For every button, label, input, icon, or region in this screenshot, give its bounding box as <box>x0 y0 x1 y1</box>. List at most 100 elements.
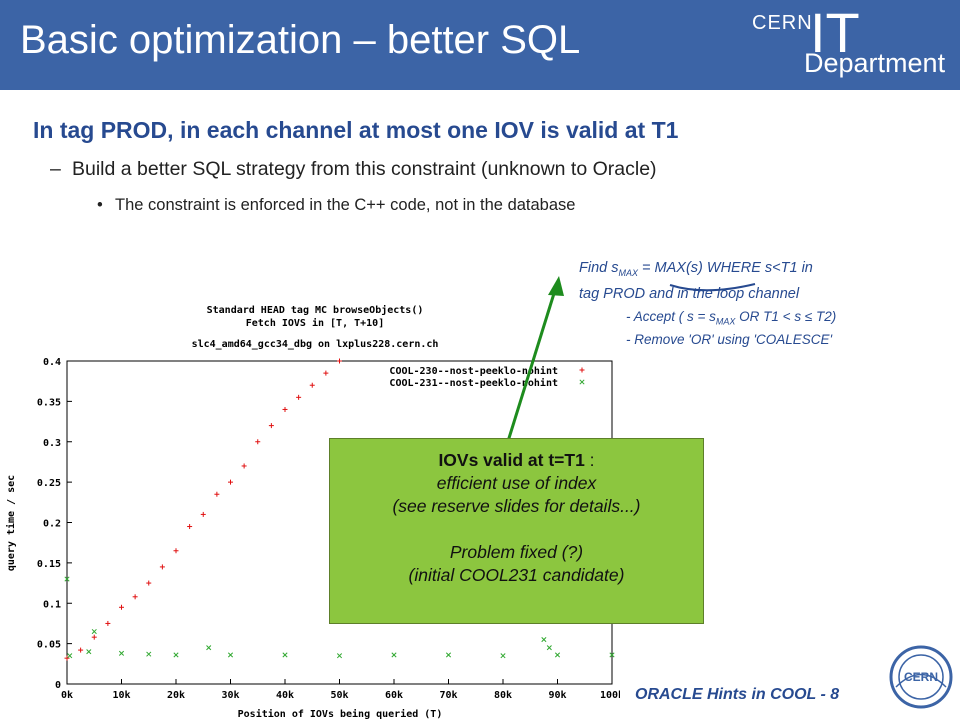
query-time-chart: Standard HEAD tag MC browseObjects() Fet… <box>5 304 620 720</box>
note-accept-rule: - Accept ( s = sMAX OR T1 < s ≤ T2) <box>626 309 837 327</box>
y-tick-label: 0.35 <box>37 397 61 408</box>
svg-text:CERN: CERN <box>904 670 938 684</box>
series-230-point <box>282 406 288 412</box>
chart-subtitle-host: slc4_amd64_gcc34_dbg on lxplus228.cern.c… <box>192 339 439 350</box>
x-tick-label: 30k <box>221 690 239 701</box>
series-231-point <box>282 652 288 658</box>
series-230-point <box>228 479 233 485</box>
callout-line1: IOVs valid at t=T1 : <box>438 450 595 470</box>
series-230-point <box>268 423 274 429</box>
series-231-point <box>227 652 234 658</box>
bullet-level3-text: The constraint is enforced in the C++ co… <box>115 196 576 214</box>
bullet-level3: • The constraint is enforced in the C++ c… <box>97 196 575 215</box>
bullet-level1: In tag PROD, in each channel at most one… <box>33 117 679 143</box>
series-230-point <box>296 394 302 400</box>
x-tick-label: 20k <box>167 690 185 701</box>
series-230-point <box>132 594 138 600</box>
series-230-point <box>159 564 165 570</box>
series-230-point <box>214 491 220 497</box>
chart-series <box>64 358 615 661</box>
x-tick-label: 0k <box>61 690 73 701</box>
x-tick-label: 50k <box>330 690 348 701</box>
brace-icon <box>669 283 756 292</box>
series-231-point <box>91 628 97 635</box>
annotation-note: Find sMAX = MAX(s) WHERE s<T1 in tag PRO… <box>579 258 813 305</box>
series-231-point <box>206 645 212 651</box>
x-tick-label: 100k <box>600 690 620 701</box>
series-230-point <box>119 604 124 610</box>
series-231-point <box>391 652 397 658</box>
y-tick-label: 0 <box>55 680 61 691</box>
series-231-point <box>86 649 92 655</box>
note-line2: tag PROD and in the loop channel <box>579 285 800 302</box>
series-231-point <box>173 652 179 658</box>
series-230-point <box>323 370 329 376</box>
logo-department-text: Department <box>804 48 946 78</box>
y-tick-label: 0.4 <box>43 357 61 368</box>
series-230-point <box>78 647 84 653</box>
arrow-head-icon <box>548 276 564 296</box>
y-tick-label: 0.15 <box>37 559 61 570</box>
series-230-point <box>146 580 152 586</box>
callout-box: IOVs valid at t=T1 : efficient use of in… <box>329 438 704 624</box>
x-tick-label: 80k <box>494 690 512 701</box>
y-tick-label: 0.25 <box>37 478 61 489</box>
x-tick-label: 10k <box>112 690 130 701</box>
series-230-point <box>200 511 206 517</box>
x-tick-label: 90k <box>548 690 566 701</box>
legend-marker-230 <box>579 367 585 373</box>
series-230-point <box>241 463 247 469</box>
x-tick-label: 40k <box>276 690 294 701</box>
logo-it-text: IT <box>810 1 860 64</box>
series-231-point <box>118 650 125 656</box>
bullet-level2-text: Build a better SQL strategy from this co… <box>72 158 657 180</box>
arrow-line <box>498 286 558 468</box>
series-231-point <box>67 653 73 659</box>
slide-title: Basic optimization – better SQL <box>20 18 581 62</box>
bullet-dot-marker: • <box>97 196 103 214</box>
legend-label-230: COOL-230--nost-peeklo-nohint <box>389 365 558 377</box>
slide-footer: ORACLE Hints in COOL - 8 <box>635 686 840 703</box>
y-tick-label: 0.1 <box>43 599 61 610</box>
series-231-point <box>500 653 506 659</box>
x-axis-label: Position of IOVs being queried (T) <box>238 708 443 720</box>
series-230-point <box>337 358 342 364</box>
series-230-point <box>64 655 70 661</box>
series-231-point <box>336 653 343 659</box>
series-230-point <box>255 439 261 445</box>
y-tick-label: 0.2 <box>43 519 61 530</box>
bullet-dash-marker: – <box>50 158 61 180</box>
y-tick-label: 0.05 <box>37 640 61 651</box>
y-axis-label: query time / sec <box>5 475 17 571</box>
callout-line4: Problem fixed (?) <box>449 542 584 562</box>
cern-logo-icon: CERN <box>889 645 953 709</box>
series-231-point <box>64 576 70 582</box>
series-231-point <box>146 651 152 657</box>
series-230-point <box>91 634 97 640</box>
y-tick-label: 0.3 <box>43 438 61 449</box>
logo-cern-text: CERN <box>752 12 813 34</box>
chart-subtitle: Fetch IOVS in [T, T+10] <box>246 317 384 329</box>
series-231-point <box>554 652 561 658</box>
chart-title: Standard HEAD tag MC browseObjects() <box>207 304 424 316</box>
chart-legend: COOL-230--nost-peeklo-nohint COOL-231--n… <box>389 365 585 389</box>
series-231-point <box>445 652 452 658</box>
series-231-point <box>609 652 615 658</box>
legend-marker-231 <box>579 379 585 385</box>
note-line1: Find sMAX = MAX(s) WHERE s<T1 in <box>579 260 813 278</box>
series-231-point <box>541 637 547 643</box>
series-230-point <box>173 548 179 554</box>
series-231-point <box>546 645 552 651</box>
legend-label-231: COOL-231--nost-peeklo-nohint <box>389 377 558 389</box>
series-230-point <box>187 524 193 530</box>
callout-line2: efficient use of index <box>436 473 597 493</box>
bullet-level2: – Build a better SQL strategy from this c… <box>50 158 657 181</box>
series-230-point <box>105 620 111 626</box>
callout-line3: (see reserve slides for details...) <box>392 496 641 516</box>
callout-line5: (initial COOL231 candidate) <box>408 565 625 585</box>
slide-header: Basic optimization – better SQL CERN IT … <box>0 0 960 90</box>
chart-axes: 0k 10k 20k 30k 40k 50k 60k 70k 80k 90k 100k 0 0.05 0.… <box>37 357 620 701</box>
x-tick-label: 60k <box>385 690 403 701</box>
series-230-point <box>309 382 315 388</box>
